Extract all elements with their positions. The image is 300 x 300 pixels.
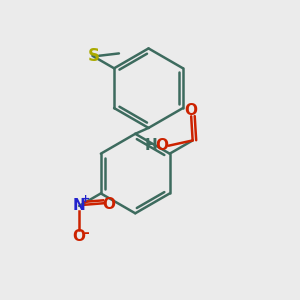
Text: S: S [88,47,100,65]
Text: O: O [102,197,115,212]
Text: -: - [83,226,88,240]
Text: O: O [155,138,169,153]
Text: O: O [185,103,198,118]
Text: +: + [80,194,90,205]
Text: N: N [73,198,85,213]
Text: O: O [73,230,86,244]
Text: H: H [145,138,157,153]
